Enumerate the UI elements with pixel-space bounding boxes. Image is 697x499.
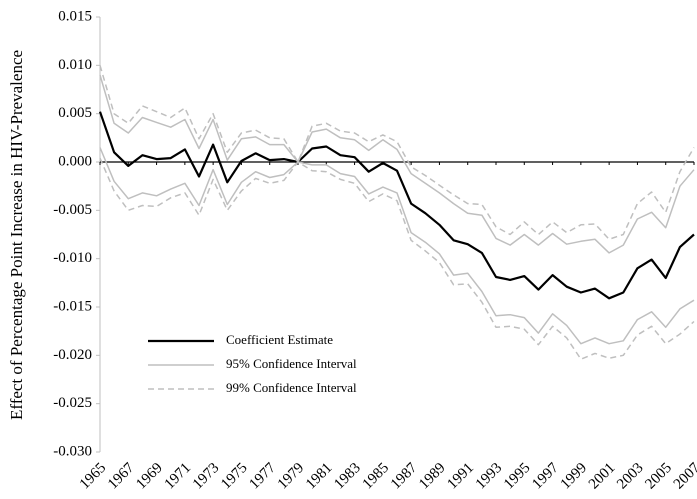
y-tick-label: -0.005 — [53, 202, 92, 218]
y-tick-label: 0.000 — [58, 153, 92, 169]
x-tick-label: 1983 — [331, 460, 364, 493]
x-tick-label: 1981 — [303, 460, 336, 493]
y-tick-label: 0.015 — [58, 8, 92, 24]
y-tick-label: -0.025 — [53, 395, 92, 411]
x-tick-label: 1969 — [133, 460, 166, 493]
x-tick-label: 1973 — [190, 460, 223, 493]
series-line — [99, 147, 695, 345]
x-tick-label: 1965 — [77, 460, 110, 493]
x-tick-label: 2003 — [614, 460, 647, 493]
y-tick-label: -0.010 — [53, 250, 92, 266]
series-line — [98, 111, 695, 300]
y-tick-label: -0.030 — [53, 443, 92, 459]
x-tick-label: 1995 — [501, 460, 534, 493]
x-tick-label: 1991 — [444, 460, 477, 493]
y-tick-label: -0.015 — [53, 298, 92, 314]
x-tick-label: 1975 — [218, 460, 251, 493]
x-tick-label: 1987 — [388, 460, 421, 493]
legend-label: Coefficient Estimate — [226, 332, 333, 347]
x-tick-label: 1979 — [275, 460, 308, 493]
x-tick-label: 1977 — [246, 460, 279, 493]
x-tick-label: 1999 — [558, 460, 591, 493]
x-tick-label: 1989 — [416, 460, 449, 493]
legend-label: 99% Confidence Interval — [226, 380, 357, 395]
y-tick-label: 0.005 — [58, 105, 92, 121]
y-axis-label: Effect of Percentage Point Increase in H… — [7, 50, 26, 420]
series-line — [99, 74, 695, 254]
x-tick-label: 2007 — [671, 460, 697, 493]
y-tick-label: 0.010 — [58, 57, 92, 73]
series-line — [99, 157, 695, 360]
x-tick-label: 1971 — [162, 460, 195, 493]
x-tick-label: 1993 — [473, 460, 506, 493]
legend-label: 95% Confidence Interval — [226, 356, 357, 371]
x-tick-label: 1985 — [360, 460, 393, 493]
series-line — [99, 65, 695, 241]
x-tick-label: 1997 — [529, 460, 562, 493]
x-tick-label: 2001 — [586, 460, 619, 493]
y-tick-label: -0.020 — [53, 347, 92, 363]
x-tick-label: 1967 — [105, 460, 138, 493]
x-tick-label: 2005 — [642, 460, 675, 493]
